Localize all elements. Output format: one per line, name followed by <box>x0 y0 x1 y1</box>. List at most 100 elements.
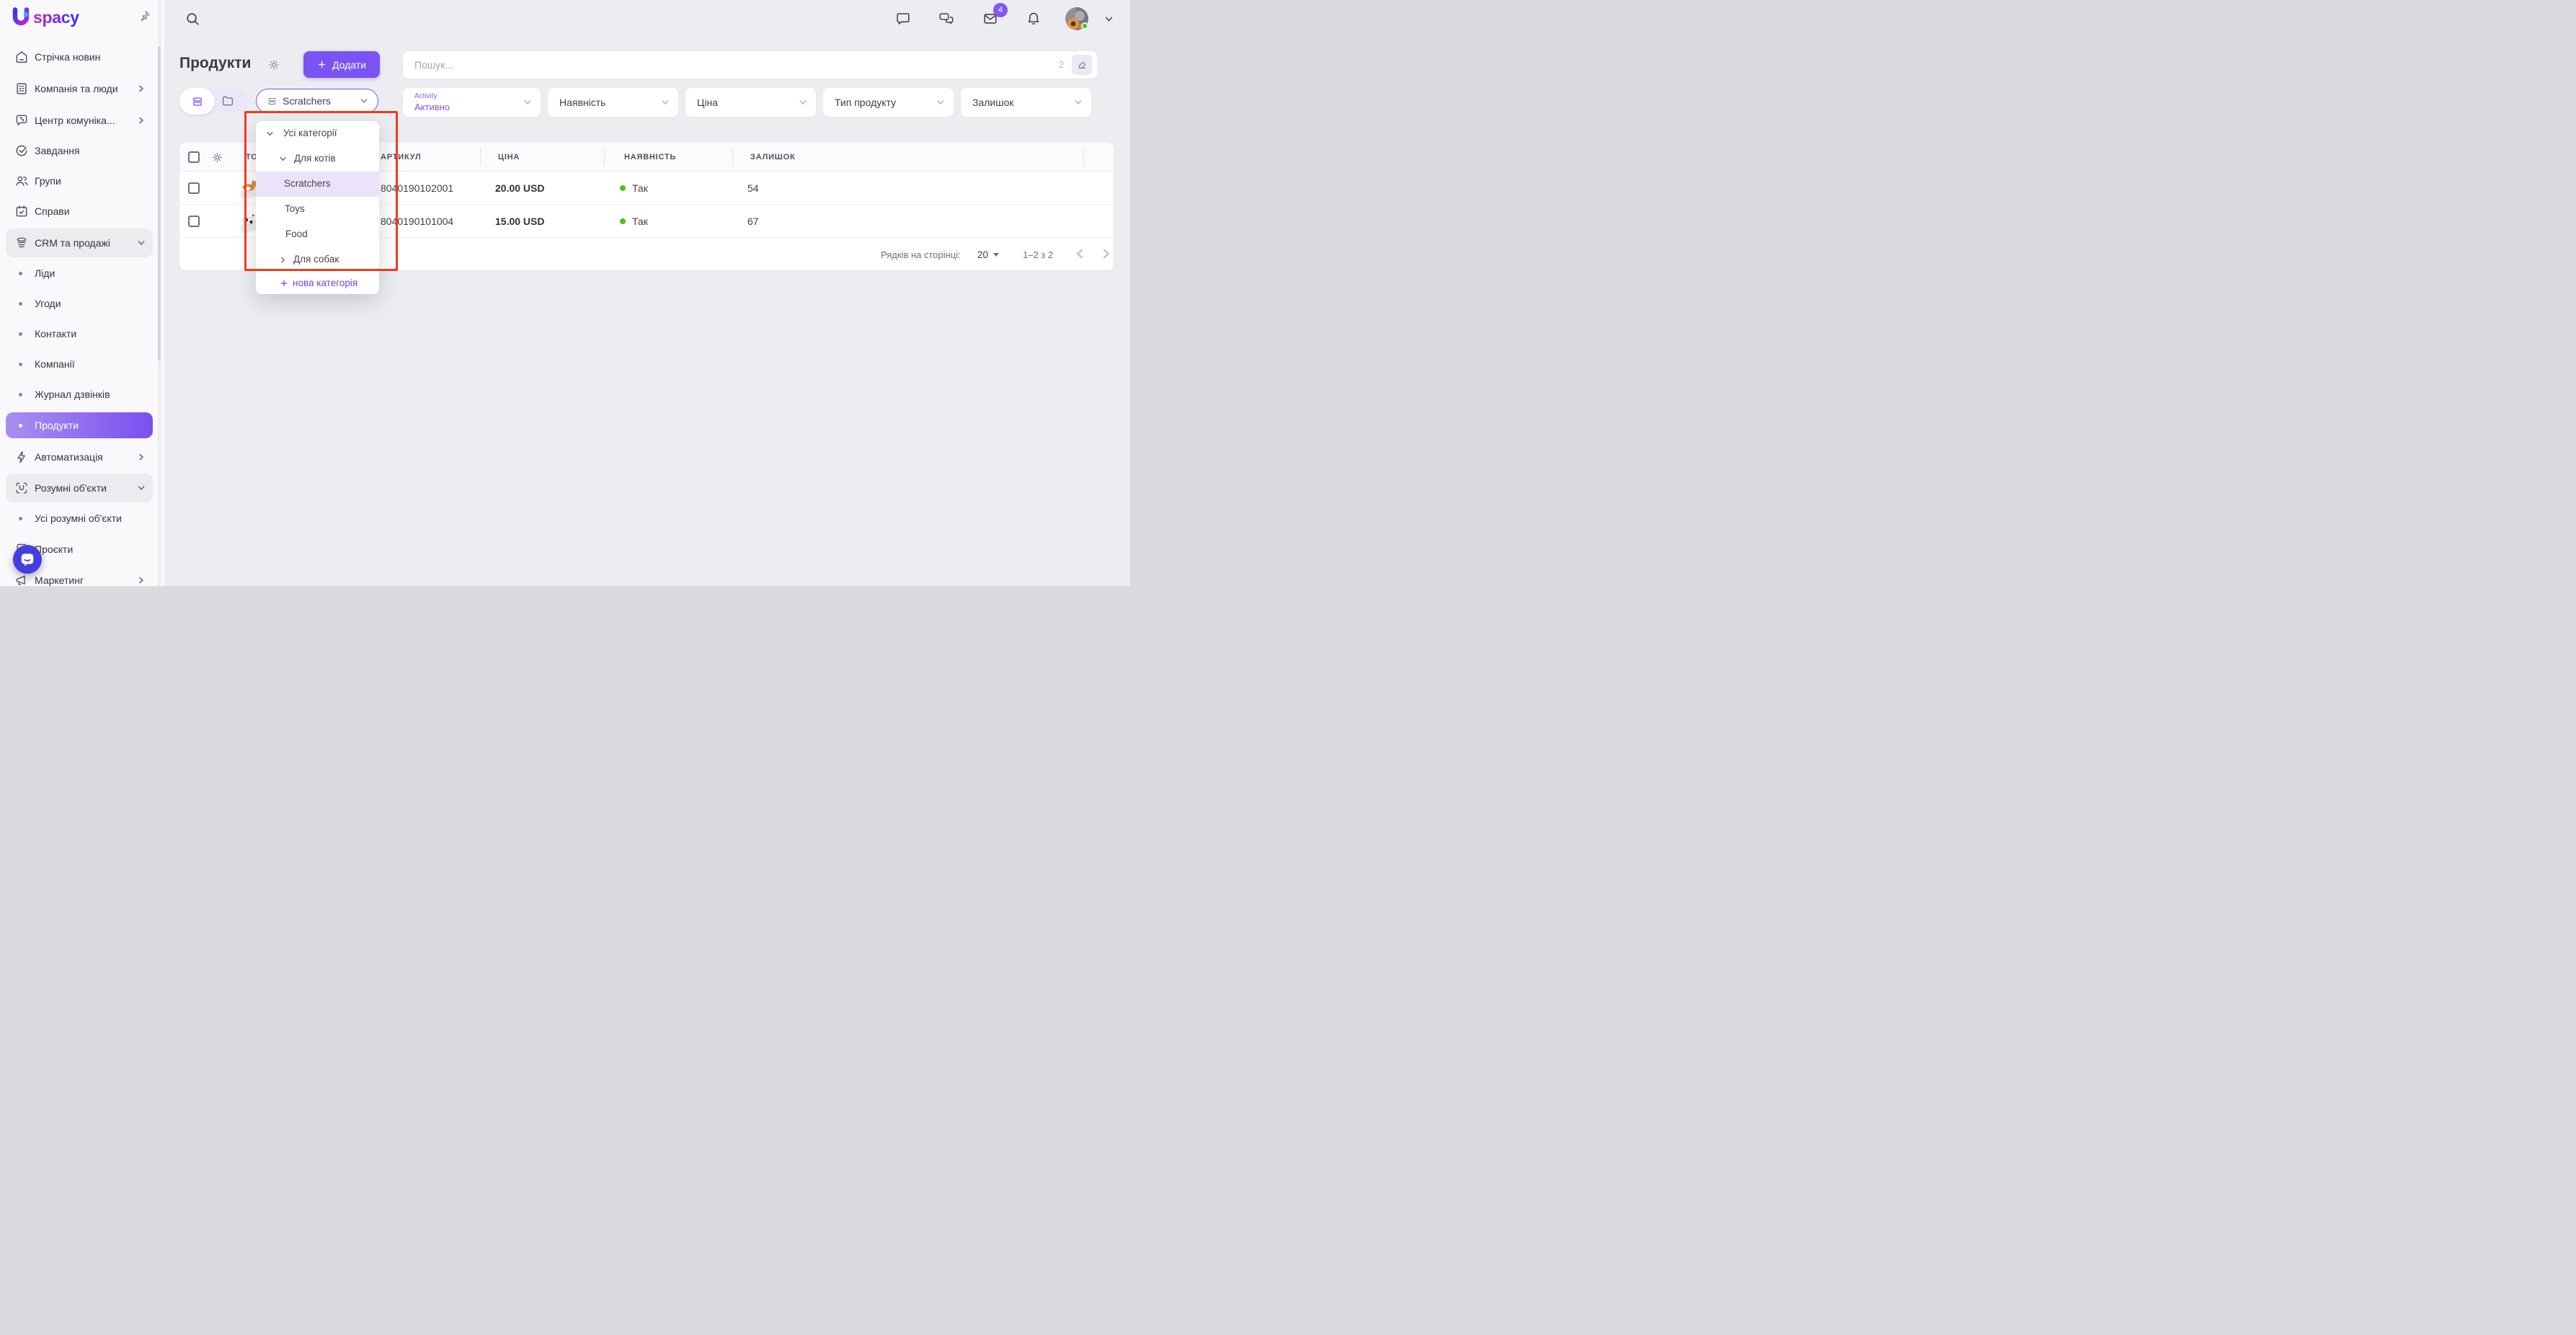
dropdown-item-food[interactable]: Food <box>285 229 308 239</box>
user-menu-chevron-icon[interactable] <box>1104 14 1114 24</box>
filter-price[interactable]: Ціна <box>685 88 816 117</box>
bullet-dot <box>19 332 22 336</box>
brand-logo[interactable]: spacy <box>10 6 79 28</box>
bullet-dot <box>19 516 22 520</box>
sidebar-item-products[interactable]: Продукти <box>6 412 153 438</box>
intercom-chat-icon <box>21 554 34 567</box>
column-header-price[interactable]: ЦІНА <box>498 153 520 161</box>
filter-product-type[interactable]: Тип продукту <box>823 88 954 117</box>
bullet-dot <box>19 392 22 396</box>
users-icon <box>14 174 29 188</box>
clear-filters-button[interactable] <box>1072 55 1092 75</box>
lightning-icon <box>14 450 29 464</box>
task-check-icon <box>14 143 29 158</box>
row-checkbox[interactable] <box>188 182 200 194</box>
column-separator <box>604 148 605 166</box>
dropdown-item-toys[interactable]: Toys <box>285 203 305 214</box>
support-chat-button[interactable] <box>13 545 42 574</box>
dropdown-item-for-cats[interactable]: Для котів <box>256 146 379 172</box>
cell-availability: Так <box>632 216 648 227</box>
global-search-icon[interactable] <box>185 11 200 27</box>
folder-view-button[interactable] <box>221 94 234 107</box>
add-product-button[interactable]: Додати <box>303 51 380 78</box>
sidebar-item-groups[interactable]: Групи <box>6 168 153 194</box>
cell-price: 15.00 USD <box>495 216 545 227</box>
sidebar-item-newsfeed[interactable]: Стрічка новин <box>6 44 153 70</box>
view-toggle <box>179 88 249 115</box>
chevron-down-icon <box>137 239 146 247</box>
rows-per-page-select[interactable]: 20 <box>977 249 989 260</box>
column-header-stock[interactable]: ЗАЛИШОК <box>750 153 796 161</box>
columns-settings-gear-icon[interactable] <box>211 151 223 164</box>
row-checkbox[interactable] <box>188 216 200 227</box>
cell-article: 8040190101004 <box>381 216 454 227</box>
smart-object-icon <box>14 481 29 495</box>
dropdown-item-all-categories[interactable]: Усі категорії <box>256 121 379 146</box>
filter-availability[interactable]: Наявність <box>548 88 678 117</box>
bullet-dot <box>19 301 22 306</box>
sidebar-item-projects[interactable]: Проєкти <box>6 536 153 562</box>
sidebar-item-smart-objects[interactable]: Розумні об'єкти <box>6 474 153 502</box>
dropdown-item-scratchers[interactable]: Scratchers <box>256 172 379 197</box>
eraser-icon <box>1077 60 1088 71</box>
chevron-right-icon <box>137 116 146 125</box>
chevron-right-icon <box>137 84 146 93</box>
pin-sidebar-icon[interactable] <box>137 9 151 24</box>
chevron-down-icon <box>137 484 146 492</box>
sidebar-item-marketing[interactable]: Маркетинг <box>6 567 153 586</box>
search-input[interactable] <box>403 51 1097 79</box>
sidebar-item-deals[interactable]: Угоди <box>6 290 153 316</box>
sidebar-item-companies[interactable]: Компанії <box>6 351 153 377</box>
sidebar-item-tasks[interactable]: Завдання <box>6 138 153 164</box>
page-settings-gear-icon[interactable] <box>267 58 280 71</box>
sidebar-item-call-log[interactable]: Журнал дзвінків <box>6 381 153 407</box>
column-header-availability[interactable]: НАЯВНІСТЬ <box>624 153 677 161</box>
group-chat-icon[interactable] <box>938 11 954 27</box>
filter-stock[interactable]: Залишок <box>961 88 1091 117</box>
chat-icon[interactable] <box>895 11 911 27</box>
chevron-down-icon <box>936 98 945 107</box>
online-status-dot <box>1081 22 1088 30</box>
plus-icon <box>280 279 288 288</box>
sidebar-item-automation[interactable]: Автоматизація <box>6 444 153 470</box>
sidebar-item-communications[interactable]: Центр комуніка... <box>6 107 153 133</box>
communication-icon <box>14 113 29 128</box>
sidebar-item-contacts[interactable]: Контакти <box>6 321 153 347</box>
plus-icon <box>317 60 327 69</box>
cell-availability: Так <box>632 182 648 194</box>
rows-per-page-label: Рядків на сторінці: <box>881 249 961 260</box>
rows-per-page-caret-icon[interactable] <box>993 253 999 257</box>
cell-stock: 54 <box>747 182 759 194</box>
cell-article: 8040190102001 <box>381 182 454 194</box>
pagination-range: 1–2 з 2 <box>1023 249 1054 260</box>
previous-page-button[interactable] <box>1073 247 1086 260</box>
availability-dot <box>620 185 626 191</box>
list-view-button[interactable] <box>179 88 215 115</box>
home-icon <box>14 50 29 64</box>
new-category-button[interactable]: нова категорія <box>256 272 379 294</box>
category-select-value: Scratchers <box>283 95 331 107</box>
company-icon <box>14 81 29 96</box>
category-select[interactable]: Scratchers <box>256 89 378 113</box>
chevron-right-icon <box>137 453 146 461</box>
sidebar-item-crm[interactable]: CRM та продажі <box>6 229 153 257</box>
crm-funnel-icon <box>14 236 29 250</box>
sidebar-item-leads[interactable]: Ліди <box>6 260 153 286</box>
list-view-icon <box>192 96 203 107</box>
next-page-button[interactable] <box>1100 247 1113 260</box>
chevron-down-icon <box>661 98 670 107</box>
table-footer: Рядків на сторінці: 20 1–2 з 2 <box>179 238 1114 270</box>
column-header-article[interactable]: АРТИКУЛ <box>381 153 422 161</box>
megaphone-icon <box>14 573 29 586</box>
notifications-bell-icon[interactable] <box>1026 11 1041 27</box>
select-all-checkbox[interactable] <box>188 151 200 163</box>
bullet-dot <box>19 362 22 366</box>
sidebar-item-company[interactable]: Компанія та люди <box>6 76 153 102</box>
filter-activity[interactable]: Activity Активно <box>403 88 541 117</box>
mail-unread-badge: 4 <box>993 3 1008 17</box>
sidebar-item-activities[interactable]: Справи <box>6 198 153 224</box>
products-search-box: 2 <box>403 51 1097 79</box>
sidebar-scrollbar-thumb[interactable] <box>158 46 161 360</box>
dropdown-item-for-dogs[interactable]: Для собак <box>256 247 379 272</box>
sidebar-item-all-smart-objects[interactable]: Усі розумні об'єкти <box>6 505 153 531</box>
